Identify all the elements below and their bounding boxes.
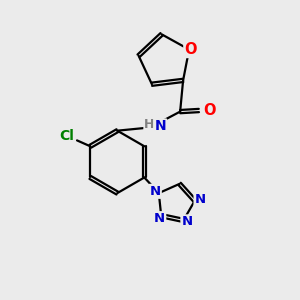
Text: Cl: Cl — [59, 129, 74, 143]
Text: N: N — [150, 185, 161, 198]
Text: N: N — [154, 119, 166, 134]
Text: N: N — [154, 212, 165, 225]
Text: H: H — [144, 118, 155, 131]
Text: N: N — [182, 215, 193, 228]
Text: O: O — [204, 103, 216, 118]
Text: O: O — [184, 42, 197, 57]
Text: N: N — [194, 193, 206, 206]
